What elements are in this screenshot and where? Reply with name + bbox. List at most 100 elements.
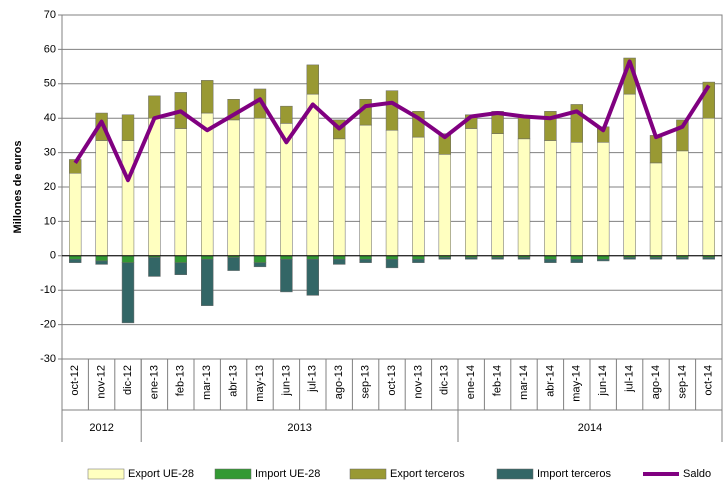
- year-label: 2013: [287, 422, 311, 434]
- x-tick-label: dic-13: [439, 365, 451, 395]
- year-label: 2012: [89, 422, 113, 434]
- bar: [253, 117, 267, 257]
- bar: [412, 258, 425, 263]
- x-tick-label: oct-13: [386, 365, 398, 396]
- x-tick-label: nov-12: [96, 365, 108, 399]
- x-tick-label: ago-13: [333, 365, 345, 399]
- legend-label: Import terceros: [537, 468, 611, 480]
- bar: [201, 258, 214, 306]
- x-tick-label: oct-14: [703, 365, 715, 396]
- bar: [148, 117, 161, 257]
- x-tick-label: jun-13: [280, 365, 292, 397]
- bar: [69, 172, 82, 257]
- bar: [201, 80, 214, 114]
- bar: [306, 64, 319, 95]
- legend-swatch: [496, 468, 534, 480]
- bar: [412, 255, 425, 260]
- bar: [385, 258, 399, 269]
- bar: [253, 255, 267, 263]
- bar: [359, 124, 372, 257]
- bar: [69, 255, 82, 260]
- legend-label: Export UE-28: [128, 468, 194, 480]
- bar: [412, 136, 425, 257]
- bar: [570, 258, 583, 263]
- x-tick-label: abr-13: [228, 365, 240, 397]
- y-tick-label: -20: [40, 319, 56, 331]
- bar: [702, 257, 715, 260]
- bar: [201, 112, 214, 257]
- bar: [597, 142, 610, 257]
- x-tick-label: ene-13: [148, 365, 160, 399]
- legend-label: Export terceros: [390, 468, 465, 480]
- legend-label: Saldo: [683, 468, 711, 480]
- bar: [702, 81, 715, 119]
- y-tick-label: 60: [44, 43, 56, 55]
- bar: [359, 258, 372, 263]
- x-tick-label: nov-13: [412, 365, 424, 399]
- x-tick-label: ago-14: [650, 365, 662, 399]
- year-label: 2014: [578, 422, 602, 434]
- bar: [280, 255, 293, 260]
- legend-label: Import UE-28: [255, 468, 320, 480]
- bar: [623, 93, 636, 257]
- bar: [227, 119, 240, 257]
- bar: [517, 138, 531, 257]
- legend-swatch: [87, 468, 125, 480]
- y-tick-label: 70: [44, 9, 56, 21]
- bar: [227, 257, 240, 271]
- bar: [95, 112, 108, 141]
- bar: [597, 258, 610, 262]
- bar: [544, 255, 557, 260]
- bar: [597, 255, 610, 260]
- y-tick-label: 30: [44, 147, 56, 159]
- bar: [465, 257, 478, 260]
- bar: [491, 133, 504, 257]
- x-tick-label: jul-13: [307, 365, 319, 393]
- bar: [517, 257, 531, 260]
- bar: [306, 255, 319, 260]
- bar: [174, 255, 187, 263]
- bar: [649, 162, 663, 257]
- x-tick-label: may-13: [254, 365, 266, 402]
- bar: [201, 255, 214, 260]
- bar: [280, 105, 293, 124]
- x-tick-label: ene-14: [465, 365, 477, 399]
- x-tick-label: feb-13: [175, 365, 187, 396]
- bar: [253, 262, 267, 268]
- bar: [570, 142, 583, 257]
- bar: [95, 255, 108, 262]
- line: [73, 59, 711, 183]
- y-tick-label: 20: [44, 181, 56, 193]
- x-tick-label: feb-14: [492, 365, 504, 396]
- bar: [385, 255, 399, 260]
- bar: [544, 258, 557, 263]
- bar: [306, 258, 319, 296]
- bar: [280, 258, 293, 293]
- x-tick-label: mar-14: [518, 365, 530, 400]
- bar: [121, 114, 135, 141]
- bar: [95, 260, 108, 265]
- y-axis-label: Millones de euros: [12, 141, 24, 234]
- y-tick-label: 50: [44, 78, 56, 90]
- x-tick-label: jul-14: [624, 365, 636, 393]
- bar: [121, 255, 135, 263]
- bar: [359, 255, 372, 260]
- bar: [649, 135, 663, 164]
- legend-swatch: [214, 468, 252, 480]
- bar: [517, 116, 531, 140]
- y-tick-label: -10: [40, 284, 56, 296]
- bar: [148, 257, 161, 277]
- bar: [333, 138, 346, 257]
- y-tick-label: -30: [40, 353, 56, 365]
- bar: [438, 154, 451, 257]
- bar: [333, 255, 346, 260]
- bar: [174, 262, 187, 275]
- bar: [570, 104, 583, 143]
- bar: [121, 262, 135, 324]
- bar: [676, 119, 689, 152]
- x-tick-label: dic-12: [122, 365, 134, 395]
- x-tick-label: may-14: [571, 365, 583, 402]
- bar: [121, 140, 135, 257]
- bar: [174, 128, 187, 257]
